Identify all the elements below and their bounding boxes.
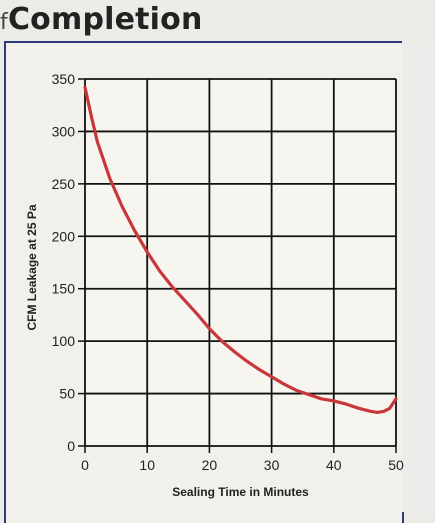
x-tick-label: 0 xyxy=(81,457,89,473)
y-tick-label: 250 xyxy=(52,176,76,192)
x-tick-label: 40 xyxy=(326,457,342,473)
x-tick-label: 20 xyxy=(202,457,218,473)
y-tick-label: 100 xyxy=(52,333,76,349)
chart-grid xyxy=(78,78,397,453)
x-tick-label: 30 xyxy=(264,457,280,473)
chart-series xyxy=(83,85,398,414)
heading-prefix: f xyxy=(0,10,8,35)
page-heading: fCompletion xyxy=(0,2,203,37)
y-tick-label: 50 xyxy=(59,386,75,402)
y-tick-label: 300 xyxy=(52,123,76,139)
x-tick-label: 50 xyxy=(388,457,404,473)
x-tick-label: 10 xyxy=(139,457,155,473)
y-tick-label: 0 xyxy=(67,438,75,454)
background-strip xyxy=(402,41,435,512)
chart-ticks: 0 50 100 150 200 250 300 350 0 10 20 30 40 50 xyxy=(52,71,404,473)
y-tick-label: 200 xyxy=(52,228,76,244)
y-axis-title: CFM Leakage at 25 Pa xyxy=(25,204,39,330)
leakage-chart: 0 50 100 150 200 250 300 350 0 10 20 30 40 50 Sealing… xyxy=(25,71,404,499)
x-axis-title: Sealing Time in Minutes xyxy=(172,485,309,499)
heading-text: Completion xyxy=(7,2,203,37)
plot-area xyxy=(85,79,396,446)
leakage-series-line xyxy=(83,85,398,414)
y-tick-label: 350 xyxy=(52,71,76,87)
y-tick-label: 150 xyxy=(52,281,76,297)
